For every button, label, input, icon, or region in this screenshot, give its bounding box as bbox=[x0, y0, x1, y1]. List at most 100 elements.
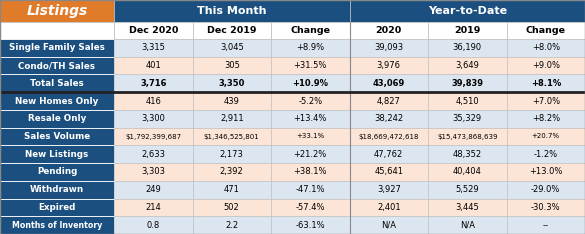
Bar bbox=[192, 57, 271, 74]
Bar bbox=[192, 216, 271, 234]
Bar bbox=[192, 22, 271, 39]
Text: +8.0%: +8.0% bbox=[532, 43, 560, 52]
Text: 3,649: 3,649 bbox=[455, 61, 479, 70]
Text: Condo/TH Sales: Condo/TH Sales bbox=[19, 61, 95, 70]
Bar bbox=[349, 74, 428, 92]
Bar bbox=[349, 216, 428, 234]
Bar bbox=[114, 39, 192, 57]
Text: 2,911: 2,911 bbox=[220, 114, 243, 123]
Text: Change: Change bbox=[290, 26, 331, 35]
Text: 3,445: 3,445 bbox=[455, 203, 479, 212]
Text: Months of Inventory: Months of Inventory bbox=[12, 221, 102, 230]
Text: +8.9%: +8.9% bbox=[296, 43, 324, 52]
Bar bbox=[428, 22, 507, 39]
Bar bbox=[349, 145, 428, 163]
Bar bbox=[0, 0, 114, 22]
Text: 471: 471 bbox=[224, 185, 240, 194]
Text: 47,762: 47,762 bbox=[374, 150, 404, 159]
Bar bbox=[428, 145, 507, 163]
Bar bbox=[507, 74, 585, 92]
Bar bbox=[0, 22, 114, 39]
Bar bbox=[114, 74, 192, 92]
Bar bbox=[271, 22, 349, 39]
Bar bbox=[192, 163, 271, 181]
Text: -29.0%: -29.0% bbox=[531, 185, 560, 194]
Bar bbox=[271, 145, 349, 163]
Text: 2,392: 2,392 bbox=[220, 168, 243, 176]
Bar bbox=[428, 57, 507, 74]
Bar bbox=[271, 57, 349, 74]
Text: Sales Volume: Sales Volume bbox=[24, 132, 90, 141]
Text: -5.2%: -5.2% bbox=[298, 97, 322, 106]
Bar bbox=[271, 74, 349, 92]
Text: 39,093: 39,093 bbox=[374, 43, 403, 52]
Bar bbox=[507, 216, 585, 234]
Bar bbox=[114, 22, 192, 39]
Text: +20.7%: +20.7% bbox=[532, 134, 560, 139]
Bar bbox=[428, 216, 507, 234]
Text: 214: 214 bbox=[146, 203, 161, 212]
Text: --: -- bbox=[543, 221, 549, 230]
Bar bbox=[114, 198, 192, 216]
Text: 416: 416 bbox=[145, 97, 161, 106]
Text: 305: 305 bbox=[224, 61, 240, 70]
Text: +21.2%: +21.2% bbox=[294, 150, 327, 159]
Bar bbox=[0, 216, 114, 234]
Bar bbox=[192, 128, 271, 145]
Bar bbox=[114, 0, 349, 22]
Bar bbox=[0, 39, 114, 57]
Bar bbox=[428, 39, 507, 57]
Text: 36,190: 36,190 bbox=[453, 43, 482, 52]
Text: 4,510: 4,510 bbox=[456, 97, 479, 106]
Bar bbox=[507, 163, 585, 181]
Text: N/A: N/A bbox=[381, 221, 396, 230]
Bar bbox=[271, 163, 349, 181]
Bar bbox=[507, 39, 585, 57]
Bar bbox=[271, 198, 349, 216]
Text: 3,716: 3,716 bbox=[140, 79, 167, 88]
Text: 502: 502 bbox=[224, 203, 240, 212]
Bar bbox=[0, 198, 114, 216]
Text: This Month: This Month bbox=[197, 6, 267, 16]
Bar bbox=[114, 216, 192, 234]
Text: 3,315: 3,315 bbox=[142, 43, 165, 52]
Text: -30.3%: -30.3% bbox=[531, 203, 560, 212]
Text: 43,069: 43,069 bbox=[373, 79, 405, 88]
Text: Dec 2020: Dec 2020 bbox=[129, 26, 178, 35]
Bar bbox=[507, 110, 585, 128]
Text: 3,350: 3,350 bbox=[219, 79, 245, 88]
Bar bbox=[507, 22, 585, 39]
Bar bbox=[114, 181, 192, 198]
Bar bbox=[271, 181, 349, 198]
Bar bbox=[192, 181, 271, 198]
Bar bbox=[507, 57, 585, 74]
Bar bbox=[271, 110, 349, 128]
Bar bbox=[349, 110, 428, 128]
Text: 2,173: 2,173 bbox=[220, 150, 244, 159]
Bar bbox=[428, 110, 507, 128]
Text: 45,641: 45,641 bbox=[374, 168, 403, 176]
Text: 439: 439 bbox=[224, 97, 240, 106]
Text: Change: Change bbox=[526, 26, 566, 35]
Bar bbox=[0, 110, 114, 128]
Bar bbox=[192, 110, 271, 128]
Text: Withdrawn: Withdrawn bbox=[30, 185, 84, 194]
Text: Expired: Expired bbox=[38, 203, 75, 212]
Text: +13.0%: +13.0% bbox=[529, 168, 562, 176]
Bar bbox=[349, 0, 585, 22]
Bar bbox=[192, 74, 271, 92]
Bar bbox=[192, 39, 271, 57]
Bar bbox=[428, 163, 507, 181]
Bar bbox=[428, 92, 507, 110]
Text: 3,927: 3,927 bbox=[377, 185, 401, 194]
Text: Year-to-Date: Year-to-Date bbox=[428, 6, 507, 16]
Text: Resale Only: Resale Only bbox=[28, 114, 86, 123]
Bar bbox=[349, 181, 428, 198]
Bar bbox=[0, 92, 114, 110]
Bar bbox=[507, 128, 585, 145]
Text: 3,976: 3,976 bbox=[377, 61, 401, 70]
Bar bbox=[114, 128, 192, 145]
Text: 2,401: 2,401 bbox=[377, 203, 401, 212]
Bar bbox=[507, 145, 585, 163]
Text: $18,669,472,618: $18,669,472,618 bbox=[359, 134, 419, 139]
